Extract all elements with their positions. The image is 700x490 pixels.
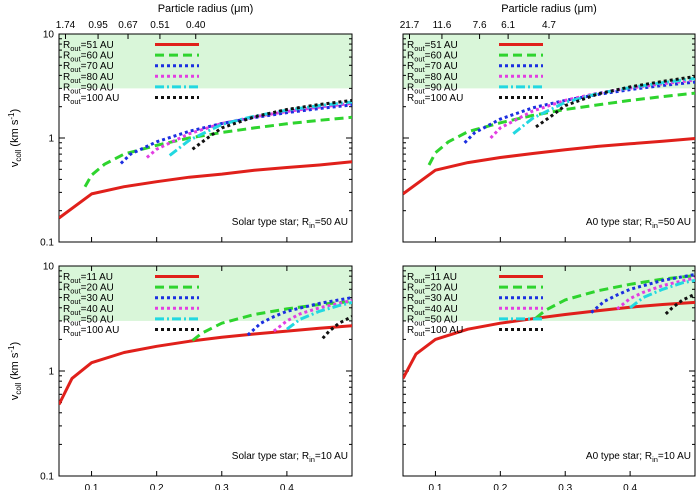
top-tick-label: 0.95 xyxy=(88,20,108,31)
x-tick-label: 0.2 xyxy=(150,483,164,490)
shaded-band xyxy=(59,34,352,89)
shaded-band xyxy=(403,34,695,89)
legend-label: Rout=70 AU xyxy=(63,61,114,74)
series-line-30-au xyxy=(246,296,352,337)
top-axis-title: Particle radius (μm) xyxy=(501,3,597,15)
x-tick-label: 0.3 xyxy=(558,483,572,490)
y-tick-label: 10 xyxy=(43,262,55,273)
series-group xyxy=(403,75,695,196)
top-tick-label: 0.51 xyxy=(150,20,170,31)
series-line-60-au xyxy=(427,91,695,166)
legend-label: Rout=60 AU xyxy=(407,51,458,64)
series-line-100-au xyxy=(191,98,352,151)
legend-label: Rout=70 AU xyxy=(407,61,458,74)
series-line-70-au xyxy=(463,80,695,144)
legend-label: Rout=80 AU xyxy=(407,72,458,85)
legend-label: Rout=30 AU xyxy=(407,293,458,306)
legend-label: Rout=100 AU xyxy=(407,93,463,106)
top-tick-label: 7.6 xyxy=(473,20,487,31)
series-line-11-au xyxy=(403,300,695,380)
series-line-51-au xyxy=(59,160,352,220)
series-line-90-au xyxy=(512,76,695,135)
series-line-60-au xyxy=(83,115,352,188)
top-tick-label: 6.1 xyxy=(501,20,515,31)
series-line-50-au xyxy=(629,278,695,309)
legend-label: Rout=90 AU xyxy=(63,82,114,95)
legend-label: Rout=30 AU xyxy=(63,293,114,306)
legend-label: Rout=90 AU xyxy=(407,82,458,95)
top-tick-label: 21.7 xyxy=(400,20,420,31)
series-group xyxy=(59,296,352,406)
x-tick-label: 0.1 xyxy=(428,483,442,490)
y-tick-label: 1 xyxy=(48,367,54,378)
x-tick-label: 0.4 xyxy=(280,483,294,490)
x-tick-label: 0.3 xyxy=(215,483,229,490)
series-line-80-au xyxy=(489,78,695,140)
y-tick-label: 1 xyxy=(48,134,54,145)
series-line-11-au xyxy=(59,324,352,406)
panel-annotation: A0 type star; Rin=50 AU xyxy=(586,217,691,230)
series-line-80-au xyxy=(145,101,352,159)
panel-top-left: 0.1 1 101.74 0.95 0.67 0.51 0.40 Particle radiu… xyxy=(7,3,353,249)
legend-label: Rout=40 AU xyxy=(63,304,114,317)
legend-label: Rout=11 AU xyxy=(63,272,113,285)
legend-label: Rout=80 AU xyxy=(63,72,114,85)
series-group xyxy=(403,273,695,380)
top-tick-label: 0.40 xyxy=(186,20,206,31)
series-line-90-au xyxy=(168,100,352,157)
series-line-100-au xyxy=(535,75,695,129)
y-axis-title: vcoll (km s-1) xyxy=(7,342,23,400)
shaded-band xyxy=(403,266,695,321)
panel-annotation: Solar type star; Rin=50 AU xyxy=(232,217,348,230)
legend-label: Rout=20 AU xyxy=(407,283,458,296)
panel-annotation: A0 type star; Rin=10 AU xyxy=(586,451,691,464)
x-tick-label: 0.4 xyxy=(623,483,637,490)
legend-label: Rout=20 AU xyxy=(63,283,114,296)
top-tick-label: 1.74 xyxy=(56,20,76,31)
series-line-40-au xyxy=(272,298,352,333)
legend-label: Rout=40 AU xyxy=(407,304,458,317)
top-tick-label: 4.7 xyxy=(542,20,556,31)
legend-label: Rout=100 AU xyxy=(63,325,119,338)
legend-label: Rout=50 AU xyxy=(63,314,114,327)
y-tick-label: 0.1 xyxy=(40,472,54,483)
series-line-70-au xyxy=(119,103,352,165)
y-tick-label: 0.1 xyxy=(40,238,54,249)
series-line-40-au xyxy=(616,276,695,311)
legend-label: Rout=50 AU xyxy=(407,314,458,327)
legend-label: Rout=51 AU xyxy=(407,40,458,53)
y-axis-title: vcoll (km s-1) xyxy=(7,109,23,167)
series-line-30-au xyxy=(590,273,695,314)
top-axis-title: Particle radius (μm) xyxy=(158,3,254,15)
panel-annotation: Solar type star; Rin=10 AU xyxy=(232,451,348,464)
panel-top-right: 21.7 11.6 7.6 6.1 4.7 Particle radius (μm) Rou… xyxy=(400,3,696,243)
top-tick-label: 11.6 xyxy=(433,20,452,31)
legend-label: Rout=60 AU xyxy=(63,51,114,64)
series-line-51-au xyxy=(403,137,695,196)
y-tick-label: 10 xyxy=(43,30,55,41)
x-tick-label: 0.1 xyxy=(85,483,99,490)
series-line-50-au xyxy=(285,300,352,331)
series-group xyxy=(59,98,352,220)
legend-label: Rout=11 AU xyxy=(407,272,457,285)
legend-label: Rout=51 AU xyxy=(63,40,114,53)
shaded-band xyxy=(59,266,352,321)
x-tick-label: 0.2 xyxy=(493,483,507,490)
legend-label: Rout=100 AU xyxy=(407,325,463,338)
legend-label: Rout=100 AU xyxy=(63,93,119,106)
top-tick-label: 0.67 xyxy=(118,20,138,31)
